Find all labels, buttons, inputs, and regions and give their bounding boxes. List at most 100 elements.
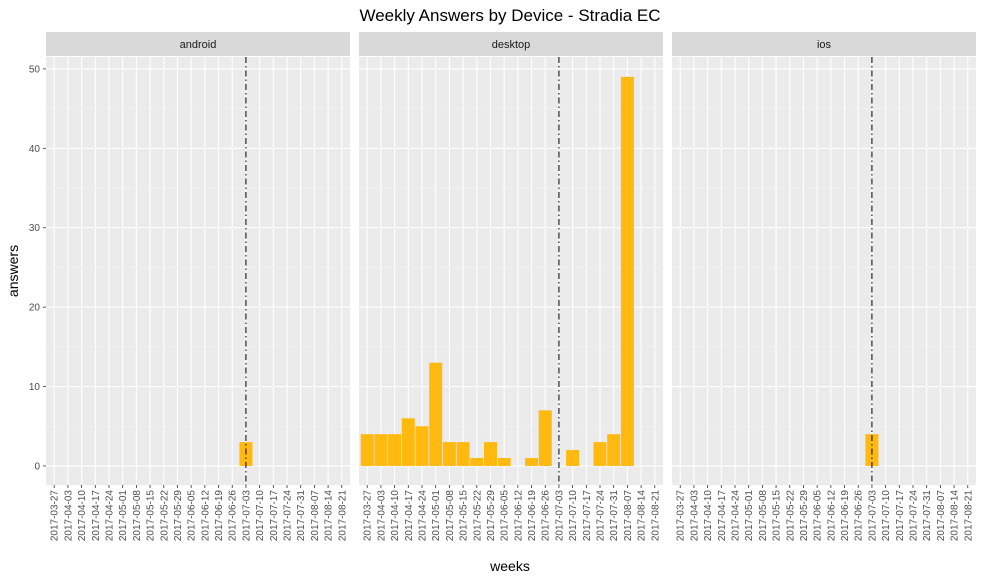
x-tick-label: 2017-08-14 — [637, 490, 648, 542]
x-tick-label: 2017-06-26 — [228, 490, 239, 542]
x-tick-label: 2017-04-24 — [730, 490, 741, 542]
x-tick-label: 2017-05-29 — [486, 490, 497, 542]
x-tick-label: 2017-05-29 — [799, 490, 810, 542]
chart-title: Weekly Answers by Device - Stradia EC — [359, 6, 660, 25]
y-tick-label: 30 — [29, 223, 41, 234]
x-tick-label: 2017-04-24 — [417, 490, 428, 542]
bar-desktop-2017-04-10 — [388, 434, 402, 466]
strip-background — [359, 32, 663, 56]
x-tick-label: 2017-06-12 — [826, 490, 837, 542]
x-tick-label: 2017-06-12 — [200, 490, 211, 542]
bar-desktop-2017-05-29 — [483, 442, 497, 466]
x-axis-title: weeks — [489, 558, 530, 574]
x-tick-label: 2017-03-27 — [363, 490, 374, 542]
x-tick-label: 2017-05-22 — [159, 490, 170, 542]
bar-desktop-2017-04-03 — [374, 434, 388, 466]
x-tick-label: 2017-04-17 — [404, 490, 415, 542]
x-tick-label: 2017-05-01 — [744, 490, 755, 542]
x-tick-label: 2017-07-31 — [922, 490, 933, 542]
x-tick-label: 2017-08-21 — [337, 490, 348, 542]
strip-label-desktop: desktop — [492, 39, 531, 51]
x-tick-label: 2017-06-26 — [541, 490, 552, 542]
x-tick-label: 2017-05-29 — [173, 490, 184, 542]
x-tick-label: 2017-05-15 — [772, 490, 783, 542]
x-tick-label: 2017-08-14 — [324, 490, 335, 542]
y-tick-label: 40 — [29, 144, 41, 155]
strip-label-ios: ios — [817, 39, 832, 51]
strip-label-android: android — [180, 39, 217, 51]
x-tick-label: 2017-04-10 — [390, 490, 401, 542]
x-tick-label: 2017-06-05 — [187, 490, 198, 542]
x-tick-label: 2017-07-17 — [895, 490, 906, 542]
x-tick-label: 2017-06-19 — [840, 490, 851, 542]
x-tick-label: 2017-07-31 — [296, 490, 307, 542]
x-tick-label: 2017-05-22 — [785, 490, 796, 542]
bar-desktop-2017-06-26 — [538, 410, 552, 466]
panel-background — [46, 57, 350, 485]
x-tick-label: 2017-06-19 — [214, 490, 225, 542]
x-tick-label: 2017-03-27 — [50, 490, 61, 542]
bar-desktop-2017-08-07 — [620, 76, 634, 466]
y-tick-label: 10 — [29, 382, 41, 393]
x-tick-label: 2017-05-15 — [146, 490, 157, 542]
x-tick-label: 2017-07-24 — [909, 490, 920, 542]
y-tick-label: 50 — [29, 64, 41, 75]
x-tick-label: 2017-05-08 — [758, 490, 769, 542]
x-tick-label: 2017-08-07 — [310, 490, 321, 542]
bar-desktop-2017-03-27 — [360, 434, 374, 466]
x-tick-label: 2017-05-01 — [431, 490, 442, 542]
x-tick-label: 2017-07-17 — [269, 490, 280, 542]
x-tick-label: 2017-04-03 — [376, 490, 387, 542]
x-tick-label: 2017-07-10 — [255, 490, 266, 542]
x-tick-label: 2017-04-10 — [703, 490, 714, 542]
x-tick-label: 2017-08-07 — [623, 490, 634, 542]
bar-desktop-2017-07-24 — [593, 442, 607, 466]
x-tick-label: 2017-07-03 — [554, 490, 565, 542]
bar-desktop-2017-06-19 — [525, 458, 539, 466]
x-tick-label: 2017-06-05 — [500, 490, 511, 542]
x-tick-label: 2017-07-24 — [596, 490, 607, 542]
bar-desktop-2017-05-01 — [429, 362, 443, 466]
x-tick-label: 2017-05-15 — [459, 490, 470, 542]
x-tick-label: 2017-05-22 — [472, 490, 483, 542]
y-axis: 0 10 20 30 40 50 — [29, 64, 46, 472]
bar-desktop-2017-07-10 — [566, 450, 580, 466]
bar-desktop-2017-04-17 — [401, 418, 415, 466]
bar-desktop-2017-07-31 — [607, 434, 621, 466]
y-axis-title: answers — [5, 245, 21, 297]
x-tick-label: 2017-04-17 — [717, 490, 728, 542]
y-tick-label: 0 — [34, 461, 40, 472]
x-tick-label: 2017-07-03 — [241, 490, 252, 542]
x-tick-label: 2017-04-03 — [63, 490, 74, 542]
x-tick-label: 2017-07-31 — [609, 490, 620, 542]
panel-background — [359, 57, 663, 485]
x-tick-label: 2017-04-10 — [77, 490, 88, 542]
x-tick-label: 2017-06-26 — [854, 490, 865, 542]
x-tick-label: 2017-08-21 — [963, 490, 974, 542]
x-tick-label: 2017-07-24 — [283, 490, 294, 542]
x-tick-label: 2017-05-01 — [118, 490, 129, 542]
x-tick-label: 2017-07-10 — [881, 490, 892, 542]
bar-desktop-2017-05-08 — [442, 442, 456, 466]
y-tick-label: 20 — [29, 303, 41, 314]
x-tick-label: 2017-04-17 — [91, 490, 102, 542]
strip-background — [46, 32, 350, 56]
x-tick-label: 2017-08-14 — [950, 490, 961, 542]
x-tick-label: 2017-03-27 — [676, 490, 687, 542]
x-tick-label: 2017-07-10 — [568, 490, 579, 542]
bar-desktop-2017-04-24 — [415, 426, 429, 466]
x-tick-label: 2017-04-03 — [689, 490, 700, 542]
x-tick-label: 2017-05-08 — [445, 490, 456, 542]
x-tick-label: 2017-04-24 — [104, 490, 115, 542]
x-tick-label: 2017-07-03 — [867, 490, 878, 542]
strip-background — [672, 32, 976, 56]
x-tick-label: 2017-06-05 — [813, 490, 824, 542]
x-tick-label: 2017-06-19 — [527, 490, 538, 542]
x-tick-label: 2017-08-07 — [936, 490, 947, 542]
x-tick-label: 2017-08-21 — [650, 490, 661, 542]
x-tick-label: 2017-07-17 — [582, 490, 593, 542]
